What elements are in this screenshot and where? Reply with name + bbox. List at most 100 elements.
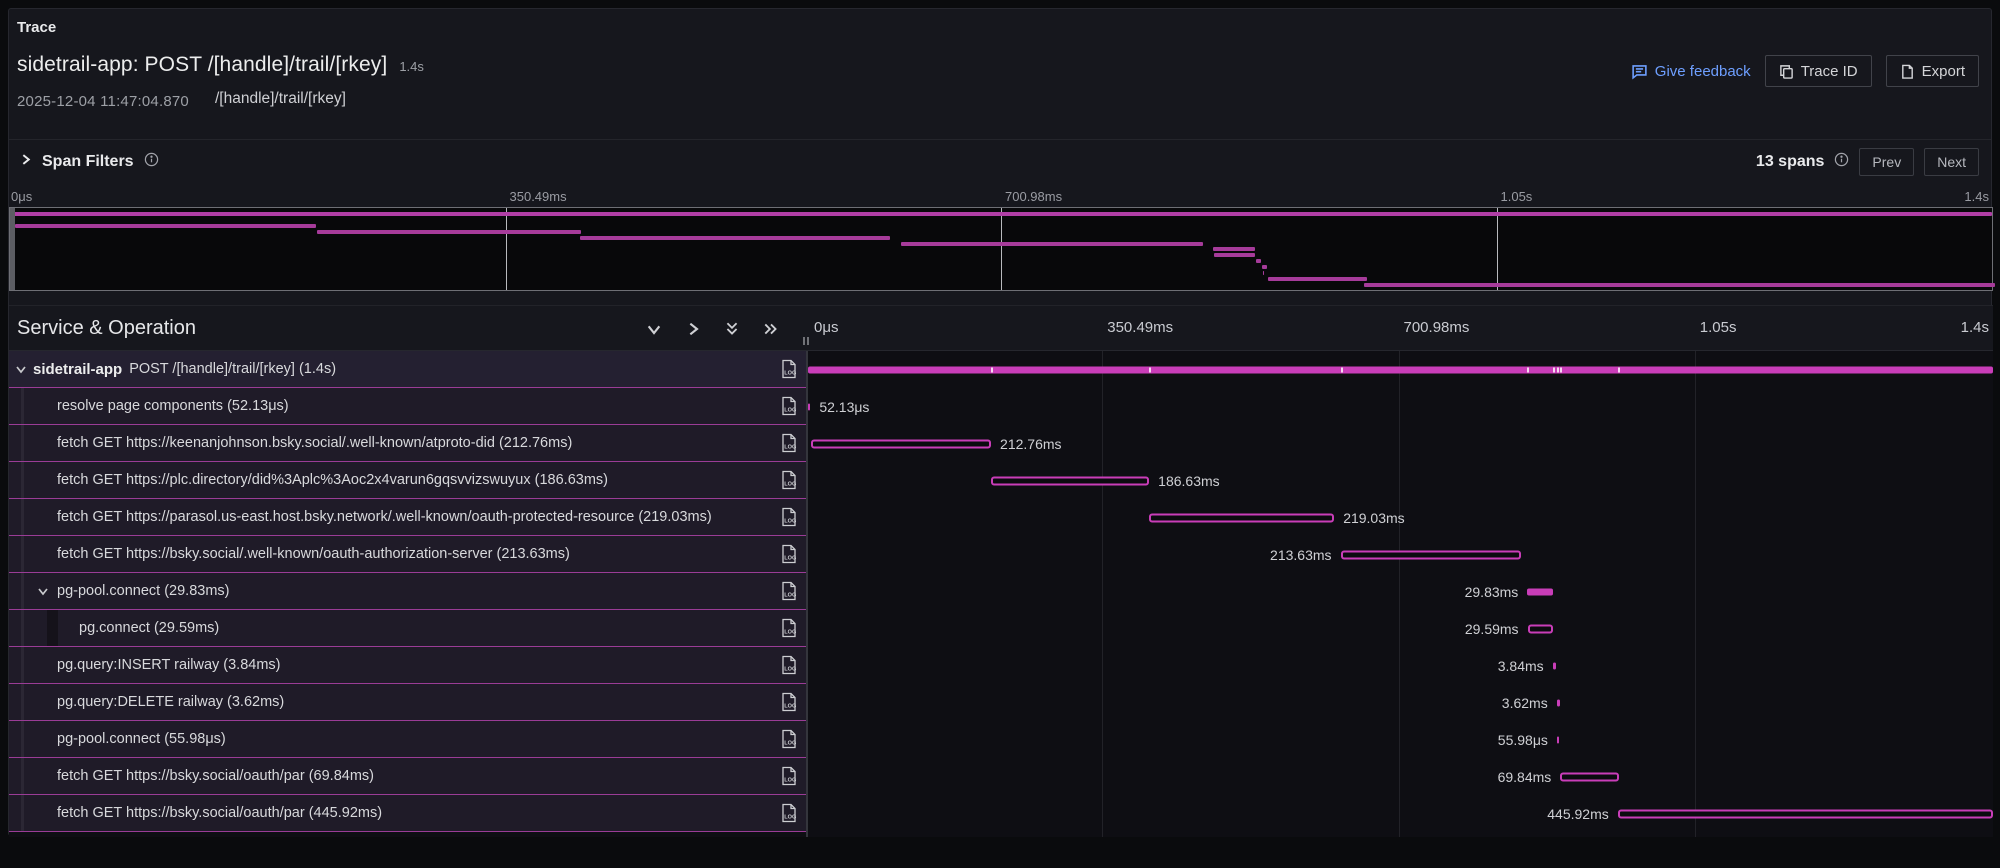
span-operation-name: POST /[handle]/trail/[rkey] (1.4s) <box>129 361 337 377</box>
collapse-one-icon[interactable] <box>645 320 662 337</box>
span-log-icon[interactable]: LOG <box>780 655 797 675</box>
span-duration-bar[interactable] <box>991 476 1150 485</box>
span-timeline-cell[interactable]: 29.83ms <box>808 573 1993 610</box>
span-log-icon[interactable]: LOG <box>780 359 797 379</box>
span-timeline-cell[interactable]: 3.62ms <box>808 684 1993 721</box>
child-span-tick <box>1527 367 1530 372</box>
span-timeline-cell[interactable]: 52.13μs <box>808 388 1993 425</box>
span-duration-bar[interactable] <box>808 403 811 410</box>
span-row[interactable]: fetch GET https://bsky.social/.well-know… <box>9 536 1993 573</box>
span-log-icon[interactable]: LOG <box>780 507 797 527</box>
span-log-icon[interactable]: LOG <box>780 692 797 712</box>
span-log-icon[interactable]: LOG <box>780 470 797 490</box>
span-duration-bar[interactable] <box>808 366 1993 373</box>
indent-guide <box>21 573 24 609</box>
span-name-cell[interactable]: pg.query:DELETE railway (3.62ms) LOG <box>9 684 806 721</box>
prev-span-button[interactable]: Prev <box>1859 148 1915 176</box>
expand-one-icon[interactable] <box>684 320 701 337</box>
column-divider[interactable] <box>806 351 808 837</box>
span-timeline-cell[interactable]: 445.92ms <box>808 795 1993 832</box>
span-name-cell[interactable]: pg.query:INSERT railway (3.84ms) LOG <box>9 647 806 684</box>
span-table-header: Service & Operation 0μs 350.49ms 700.98ms 1… <box>9 305 1993 351</box>
span-timeline-cell[interactable]: 219.03ms <box>808 499 1993 536</box>
span-row[interactable]: pg-pool.connect (55.98μs) LOG 55.98μs <box>9 721 1993 758</box>
trace-id-button[interactable]: Trace ID <box>1764 55 1872 87</box>
span-timeline-cell[interactable]: 186.63ms <box>808 462 1993 499</box>
chevron-down-icon[interactable] <box>37 573 49 609</box>
span-row[interactable]: fetch GET https://parasol.us-east.host.b… <box>9 499 1993 536</box>
span-timeline-cell[interactable] <box>808 351 1993 388</box>
span-name-cell[interactable]: fetch GET https://parasol.us-east.host.b… <box>9 499 806 536</box>
export-button[interactable]: Export <box>1885 55 1979 87</box>
span-timeline-cell[interactable]: 213.63ms <box>808 536 1993 573</box>
info-icon[interactable] <box>1834 152 1849 172</box>
span-log-icon[interactable]: LOG <box>780 803 797 823</box>
span-log-icon[interactable]: LOG <box>780 433 797 453</box>
span-name-cell[interactable]: sidetrail-app POST /[handle]/trail/[rkey]… <box>9 351 806 388</box>
span-name-label: sidetrail-app POST /[handle]/trail/[rkey]… <box>33 351 336 387</box>
span-timeline-cell[interactable]: 69.84ms <box>808 758 1993 795</box>
span-duration-bar[interactable] <box>1556 736 1559 743</box>
span-duration-bar[interactable] <box>1527 588 1553 595</box>
span-duration-bar[interactable] <box>1556 699 1560 706</box>
header-divider <box>9 139 1991 140</box>
span-name-cell[interactable]: pg-pool.connect (55.98μs) LOG <box>9 721 806 758</box>
span-log-icon[interactable]: LOG <box>780 618 797 638</box>
span-row[interactable]: fetch GET https://plc.directory/did%3Apl… <box>9 462 1993 499</box>
span-row[interactable]: fetch GET https://bsky.social/oauth/par … <box>9 795 1993 832</box>
collapse-all-icon[interactable] <box>723 320 740 337</box>
span-duration-bar[interactable] <box>1552 662 1556 669</box>
span-log-icon[interactable]: LOG <box>780 581 797 601</box>
minimap-viewport-handle[interactable] <box>10 208 15 290</box>
chevron-down-icon[interactable] <box>15 351 27 387</box>
span-row[interactable]: pg.connect (29.59ms) LOG 29.59ms <box>9 610 1993 647</box>
span-duration-bar[interactable] <box>811 439 992 448</box>
span-timeline-cell[interactable]: 212.76ms <box>808 425 1993 462</box>
span-duration-bar[interactable] <box>1527 624 1553 633</box>
span-row[interactable]: pg.query:INSERT railway (3.84ms) LOG 3.84m… <box>9 647 1993 684</box>
span-row[interactable]: pg.query:DELETE railway (3.62ms) LOG 3.62m… <box>9 684 1993 721</box>
minimap-axis: 0μs 350.49ms 700.98ms 1.05s 1.4s <box>9 189 1993 205</box>
span-timeline-cell[interactable]: 3.84ms <box>808 647 1993 684</box>
column-resize-grip[interactable] <box>799 334 813 348</box>
axis-tick-label: 350.49ms <box>509 189 567 204</box>
span-name-cell[interactable]: fetch GET https://plc.directory/did%3Apl… <box>9 462 806 499</box>
span-log-icon[interactable]: LOG <box>780 396 797 416</box>
span-name-cell[interactable]: fetch GET https://bsky.social/oauth/par … <box>9 758 806 795</box>
span-duration-bar[interactable] <box>1560 772 1620 781</box>
span-duration-bar[interactable] <box>1340 550 1522 559</box>
span-log-icon[interactable]: LOG <box>780 729 797 749</box>
span-log-icon[interactable]: LOG <box>780 766 797 786</box>
span-duration-label: 52.13μs <box>819 398 870 415</box>
span-name-cell[interactable]: resolve page components (52.13μs) LOG <box>9 388 806 425</box>
next-span-button[interactable]: Next <box>1924 148 1979 176</box>
info-icon[interactable] <box>144 152 159 172</box>
span-name-cell[interactable]: pg-pool.connect (29.83ms) LOG <box>9 573 806 610</box>
copy-icon <box>1779 64 1794 79</box>
span-timeline-cell[interactable]: 29.59ms <box>808 610 1993 647</box>
span-duration-bar[interactable] <box>1617 809 1993 818</box>
expand-all-icon[interactable] <box>762 320 779 337</box>
span-duration-bar[interactable] <box>1149 513 1335 522</box>
span-name-cell[interactable]: fetch GET https://bsky.social/.well-know… <box>9 536 806 573</box>
span-name-cell[interactable]: fetch GET https://bsky.social/oauth/par … <box>9 795 806 832</box>
svg-text:LOG: LOG <box>784 704 796 710</box>
span-timeline-cell[interactable]: 55.98μs <box>808 721 1993 758</box>
give-feedback-link[interactable]: Give feedback <box>1631 63 1751 80</box>
indent-guide <box>21 499 24 535</box>
span-name-cell[interactable]: pg.connect (29.59ms) LOG <box>9 610 806 647</box>
span-row[interactable]: fetch GET https://keenanjohnson.bsky.soc… <box>9 425 1993 462</box>
span-name-label: resolve page components (52.13μs) <box>57 398 289 414</box>
timeline-minimap[interactable] <box>9 207 1995 291</box>
span-row[interactable]: fetch GET https://bsky.social/oauth/par … <box>9 758 1993 795</box>
minimap-span-bar <box>1213 247 1256 252</box>
span-filters-toggle[interactable]: Span Filters <box>9 152 159 172</box>
collapse-controls <box>645 320 779 337</box>
span-row[interactable]: resolve page components (52.13μs) LOG 52.1… <box>9 388 1993 425</box>
span-log-icon[interactable]: LOG <box>780 544 797 564</box>
span-row[interactable]: sidetrail-app POST /[handle]/trail/[rkey]… <box>9 351 1993 388</box>
span-name-cell[interactable]: fetch GET https://keenanjohnson.bsky.soc… <box>9 425 806 462</box>
minimap-gridline <box>1001 208 1002 290</box>
span-row[interactable]: pg-pool.connect (29.83ms) LOG 29.83ms <box>9 573 1993 610</box>
header-actions: Give feedback Trace ID Export <box>1631 55 1979 87</box>
